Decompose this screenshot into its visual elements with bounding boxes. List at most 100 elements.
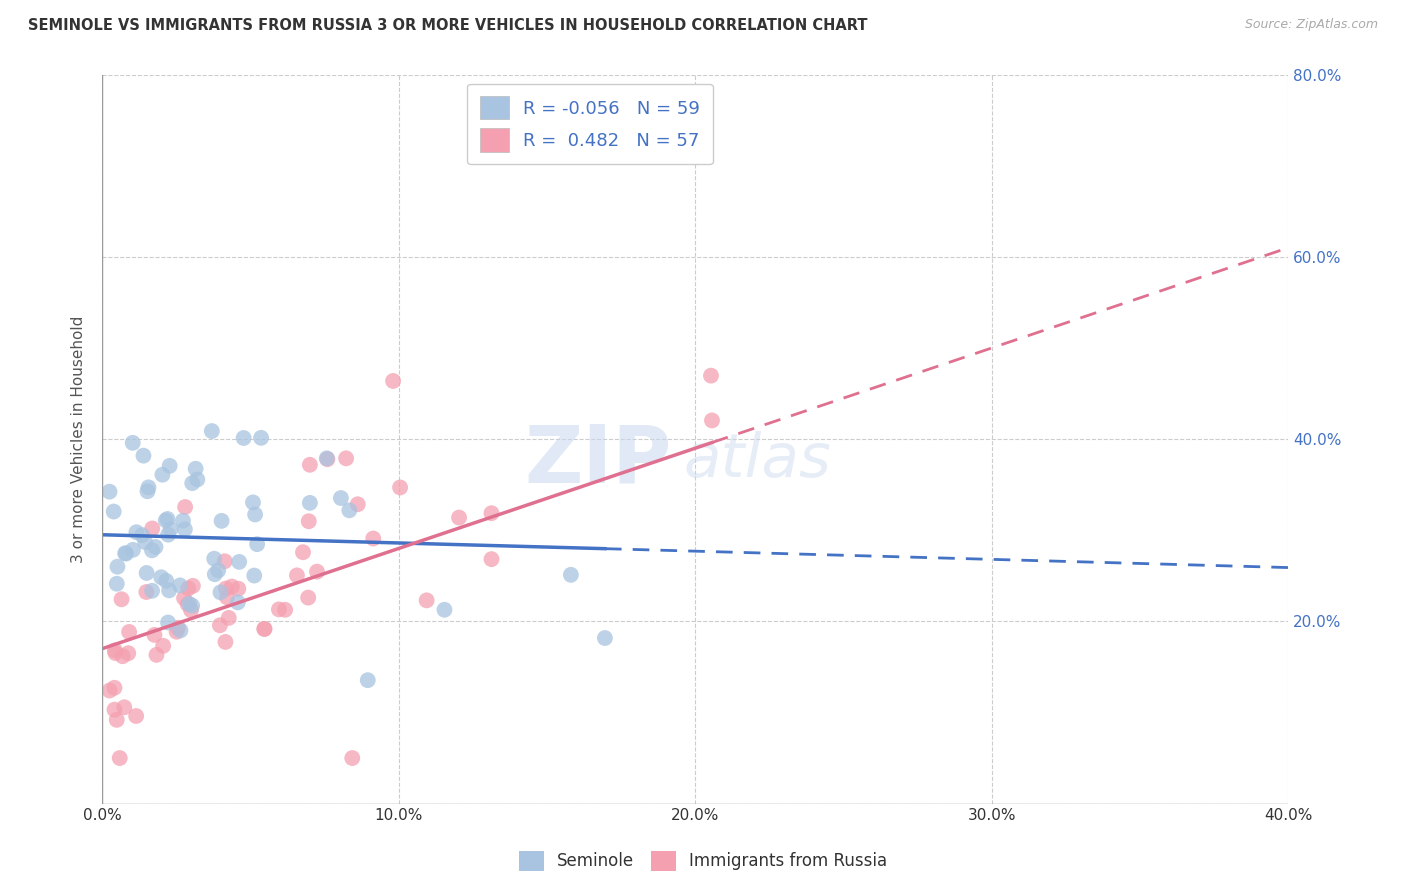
Point [433, 603, 456, 617]
Point [481, 552, 503, 566]
Point [218, 611, 240, 625]
Point [389, 480, 412, 494]
Point [159, 458, 181, 473]
Y-axis label: 3 or more Vehicles in Household: 3 or more Vehicles in Household [72, 316, 86, 563]
Point [131, 528, 153, 542]
Point [346, 497, 368, 511]
Point [181, 579, 204, 593]
Point [560, 567, 582, 582]
Point [152, 467, 174, 482]
Point [208, 618, 231, 632]
Point [329, 491, 352, 505]
Point [214, 554, 236, 568]
Point [228, 582, 250, 596]
Point [172, 514, 194, 528]
Point [115, 547, 138, 561]
Point [226, 595, 249, 609]
Point [201, 424, 224, 438]
Point [181, 476, 204, 491]
Point [274, 603, 297, 617]
Point [315, 451, 337, 466]
Point [103, 681, 125, 695]
Point [184, 461, 207, 475]
Text: ZIP: ZIP [524, 422, 672, 500]
Point [215, 591, 238, 605]
Point [166, 624, 188, 639]
Point [700, 413, 723, 427]
Point [103, 504, 125, 518]
Point [98, 683, 121, 698]
Point [105, 713, 128, 727]
Point [179, 597, 201, 611]
Point [138, 480, 160, 494]
Point [335, 451, 357, 466]
Text: Source: ZipAtlas.com: Source: ZipAtlas.com [1244, 18, 1378, 31]
Point [166, 621, 188, 635]
Point [122, 542, 145, 557]
Point [114, 546, 136, 560]
Point [104, 643, 127, 657]
Point [292, 545, 315, 559]
Text: atlas: atlas [683, 432, 831, 491]
Point [297, 591, 319, 605]
Point [246, 537, 269, 551]
Point [253, 622, 276, 636]
Point [593, 631, 616, 645]
Point [342, 751, 364, 765]
Point [204, 567, 226, 582]
Point [169, 624, 191, 638]
Point [155, 574, 177, 588]
Point [159, 522, 181, 536]
Point [316, 452, 339, 467]
Point [125, 709, 148, 723]
Point [157, 583, 180, 598]
Point [112, 700, 135, 714]
Point [481, 506, 503, 520]
Point [180, 603, 202, 617]
Point [145, 648, 167, 662]
Point [174, 500, 197, 514]
Point [298, 458, 321, 472]
Point [209, 585, 232, 599]
Point [207, 563, 229, 577]
Point [145, 540, 167, 554]
Point [157, 527, 180, 541]
Legend: R = -0.056   N = 59, R =  0.482   N = 57: R = -0.056 N = 59, R = 0.482 N = 57 [467, 84, 713, 164]
Point [111, 649, 134, 664]
Point [107, 559, 129, 574]
Point [181, 599, 204, 613]
Point [267, 602, 290, 616]
Point [105, 576, 128, 591]
Point [134, 535, 156, 549]
Point [250, 431, 273, 445]
Point [143, 628, 166, 642]
Point [173, 522, 195, 536]
Point [104, 646, 127, 660]
Text: SEMINOLE VS IMMIGRANTS FROM RUSSIA 3 OR MORE VEHICLES IN HOUSEHOLD CORRELATION C: SEMINOLE VS IMMIGRANTS FROM RUSSIA 3 OR … [28, 18, 868, 33]
Point [141, 521, 163, 535]
Point [253, 622, 276, 636]
Point [211, 514, 233, 528]
Point [232, 431, 254, 445]
Point [298, 514, 321, 528]
Point [228, 555, 250, 569]
Point [221, 580, 243, 594]
Point [125, 525, 148, 540]
Point [108, 751, 131, 765]
Point [415, 593, 437, 607]
Point [155, 513, 177, 527]
Point [700, 368, 723, 383]
Point [177, 582, 200, 596]
Point [285, 568, 308, 582]
Point [215, 582, 238, 596]
Point [110, 592, 132, 607]
Point [173, 591, 195, 606]
Point [103, 703, 125, 717]
Point [141, 583, 163, 598]
Point [357, 673, 380, 688]
Point [117, 646, 139, 660]
Point [169, 578, 191, 592]
Legend: Seminole, Immigrants from Russia: Seminole, Immigrants from Russia [510, 842, 896, 880]
Point [361, 532, 384, 546]
Point [121, 435, 143, 450]
